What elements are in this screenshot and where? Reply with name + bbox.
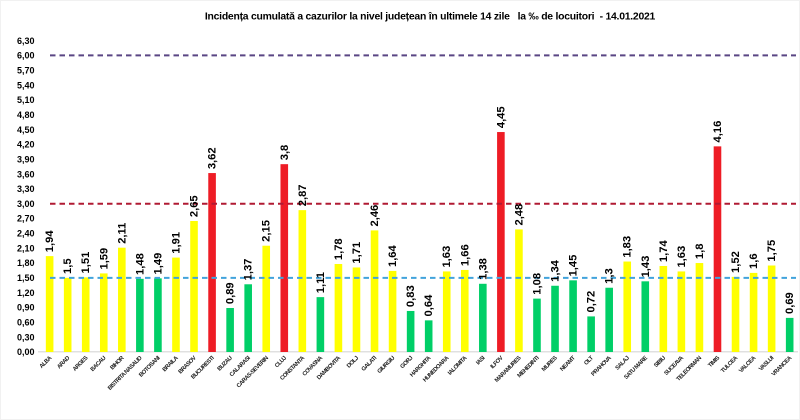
svg-text:3,00: 3,00	[17, 199, 35, 209]
svg-text:0,69: 0,69	[784, 292, 796, 314]
svg-text:1,43: 1,43	[640, 256, 652, 278]
svg-text:4,80: 4,80	[17, 110, 35, 120]
svg-text:0,89: 0,89	[225, 282, 237, 304]
svg-text:3,30: 3,30	[17, 184, 35, 194]
svg-text:2,40: 2,40	[17, 229, 35, 239]
svg-text:1,3: 1,3	[604, 268, 616, 284]
svg-text:1,08: 1,08	[531, 273, 543, 295]
svg-text:1,74: 1,74	[658, 240, 670, 263]
svg-text:1,52: 1,52	[730, 251, 742, 273]
svg-text:3,90: 3,90	[17, 154, 35, 164]
svg-text:5,10: 5,10	[17, 95, 35, 105]
svg-text:4,50: 4,50	[17, 125, 35, 135]
svg-text:1,50: 1,50	[17, 273, 35, 283]
svg-text:4,45: 4,45	[495, 106, 507, 128]
svg-text:2,10: 2,10	[17, 243, 35, 253]
svg-text:6,00: 6,00	[17, 51, 35, 61]
svg-text:4,16: 4,16	[712, 121, 724, 143]
svg-text:1,78: 1,78	[333, 238, 345, 260]
svg-text:0,60: 0,60	[17, 318, 35, 328]
svg-text:5,70: 5,70	[17, 65, 35, 75]
svg-text:1,11: 1,11	[315, 272, 327, 293]
svg-text:1,6: 1,6	[748, 253, 760, 269]
svg-text:1,8: 1,8	[694, 244, 706, 260]
svg-text:1,63: 1,63	[441, 246, 453, 268]
svg-text:Incidența cumulată a cazurilor: Incidența cumulată a cazurilor la nivel …	[205, 12, 656, 23]
svg-text:1,94: 1,94	[44, 230, 56, 253]
svg-text:0,90: 0,90	[17, 303, 35, 313]
svg-text:3,60: 3,60	[17, 169, 35, 179]
svg-text:1,63: 1,63	[676, 246, 688, 268]
svg-text:2,87: 2,87	[297, 184, 309, 206]
svg-text:1,20: 1,20	[17, 288, 35, 298]
svg-text:0,72: 0,72	[586, 291, 598, 313]
svg-text:2,65: 2,65	[189, 195, 201, 217]
svg-text:1,91: 1,91	[170, 232, 182, 254]
svg-text:IASI: IASI	[475, 355, 486, 366]
svg-text:1,34: 1,34	[550, 259, 562, 282]
svg-text:2,70: 2,70	[17, 214, 35, 224]
svg-text:1,51: 1,51	[80, 252, 92, 274]
svg-text:0,30: 0,30	[17, 332, 35, 342]
svg-text:OLT: OLT	[583, 355, 595, 367]
svg-text:3,8: 3,8	[279, 145, 291, 161]
svg-text:1,83: 1,83	[622, 236, 634, 258]
svg-text:6,30: 6,30	[17, 36, 35, 46]
svg-text:4,20: 4,20	[17, 140, 35, 150]
svg-text:3,62: 3,62	[207, 147, 219, 169]
svg-text:0,00: 0,00	[17, 347, 35, 357]
svg-text:2,15: 2,15	[261, 220, 273, 242]
svg-text:1,64: 1,64	[387, 244, 399, 267]
svg-text:1,80: 1,80	[17, 258, 35, 268]
svg-text:0,83: 0,83	[405, 285, 417, 307]
svg-text:1,66: 1,66	[459, 244, 471, 266]
svg-text:1,59: 1,59	[98, 248, 110, 270]
svg-text:1,37: 1,37	[243, 259, 255, 281]
svg-text:1,38: 1,38	[477, 258, 489, 280]
svg-text:1,48: 1,48	[134, 253, 146, 275]
svg-text:1,71: 1,71	[351, 242, 363, 264]
svg-text:1,5: 1,5	[62, 258, 74, 274]
svg-text:0,64: 0,64	[423, 294, 435, 317]
svg-text:1,49: 1,49	[152, 253, 164, 275]
svg-text:1,45: 1,45	[568, 255, 580, 277]
svg-text:5,40: 5,40	[17, 80, 35, 90]
svg-text:2,11: 2,11	[116, 223, 128, 244]
svg-text:2,48: 2,48	[513, 204, 525, 226]
svg-text:1,75: 1,75	[766, 240, 778, 262]
svg-text:2,46: 2,46	[369, 205, 381, 227]
